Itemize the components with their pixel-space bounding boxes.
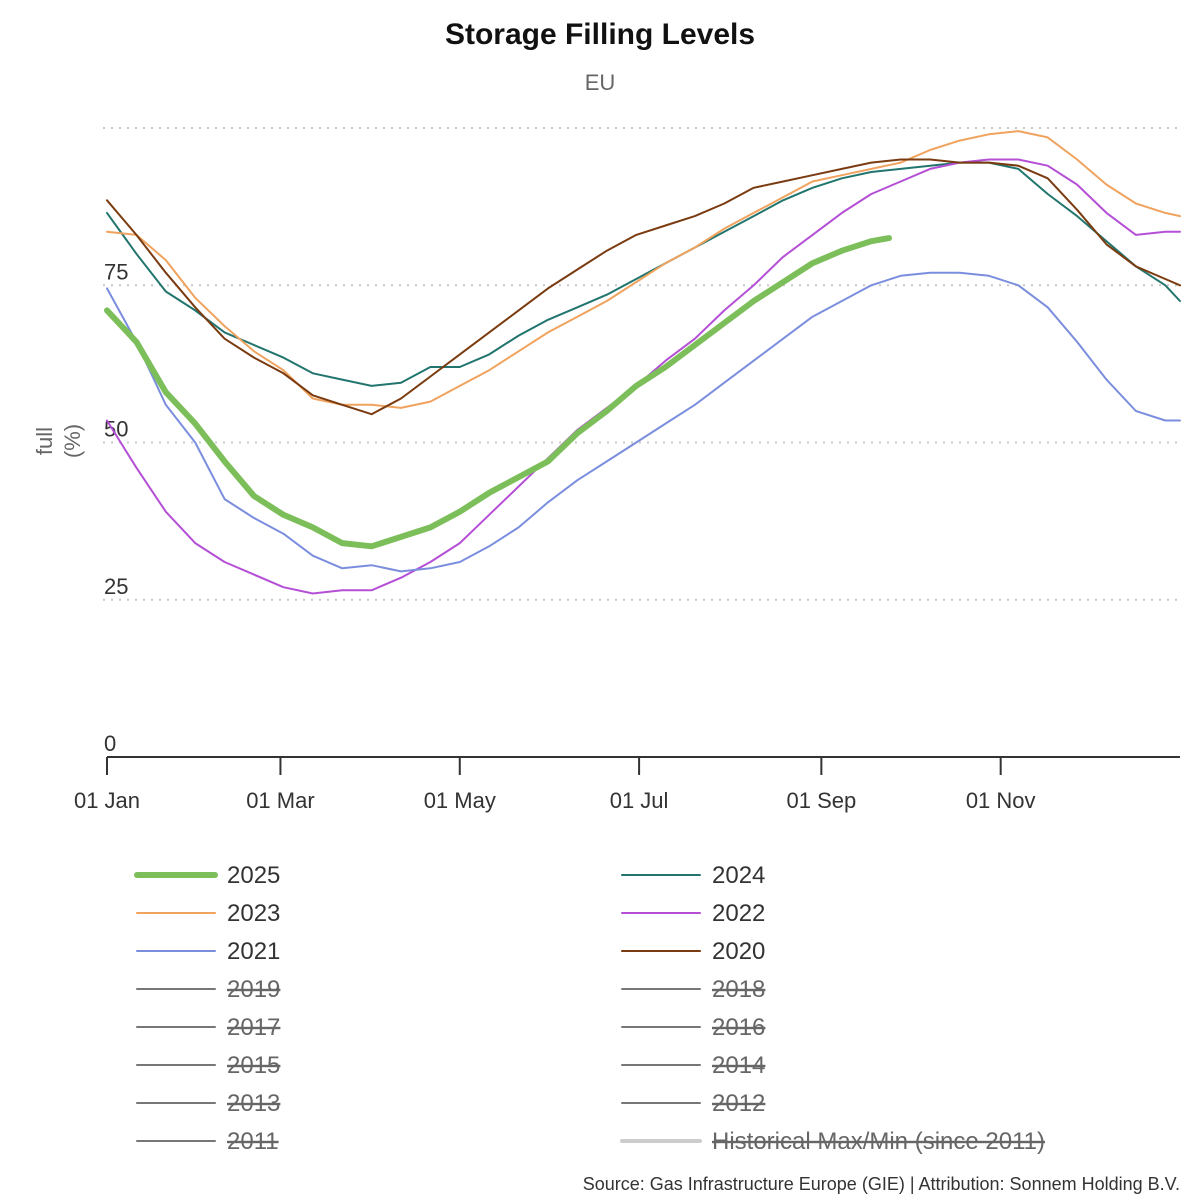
plot-area xyxy=(104,130,1181,595)
legend-item-2016[interactable]: 2016 xyxy=(621,1014,765,1041)
legend-label[interactable]: 2017 xyxy=(227,1014,280,1041)
legend-item-2019[interactable]: 2019 xyxy=(136,976,280,1003)
x-tick-label: 01 Sep xyxy=(786,788,856,813)
y-tick-label: 75 xyxy=(104,259,128,284)
legend-item-2015[interactable]: 2015 xyxy=(136,1052,280,1079)
legend-item-2014[interactable]: 2014 xyxy=(621,1052,765,1079)
legend-label[interactable]: 2025 xyxy=(227,862,280,889)
legend-item-2024[interactable]: 2024 xyxy=(621,862,765,889)
legend-label[interactable]: 2020 xyxy=(712,938,765,965)
legend-label[interactable]: 2012 xyxy=(712,1090,765,1117)
y-tick-label: 0 xyxy=(104,731,116,756)
legend-item-2021[interactable]: 2021 xyxy=(136,938,280,965)
legend-item-2023[interactable]: 2023 xyxy=(136,900,280,927)
chart-title: Storage Filling Levels xyxy=(445,18,755,51)
y-axis-label: full (%) xyxy=(32,424,85,458)
legend-item-2013[interactable]: 2013 xyxy=(136,1090,280,1117)
x-tick-label: 01 Nov xyxy=(966,788,1036,813)
x-axis: 01 Jan 01 Mar 01 May 01 Jul 01 Sep 01 Nov xyxy=(74,756,1180,813)
grid-lines xyxy=(103,127,1180,601)
series-line-2022[interactable] xyxy=(106,158,1181,595)
x-tick-label: 01 Mar xyxy=(246,788,314,813)
legend-item-2020[interactable]: 2020 xyxy=(621,938,765,965)
legend-label[interactable]: 2011 xyxy=(227,1128,279,1155)
legend-label[interactable]: 2016 xyxy=(712,1014,765,1041)
legend-item-2022[interactable]: 2022 xyxy=(621,900,765,927)
legend-label[interactable]: 2022 xyxy=(712,900,765,927)
legend-item-2025[interactable]: 2025 xyxy=(134,862,280,889)
x-tick-label: 01 Jul xyxy=(610,788,669,813)
y-axis-label-line-1: full xyxy=(32,427,57,455)
y-tick-label: 25 xyxy=(104,574,128,599)
series-line-2021[interactable] xyxy=(106,271,1181,573)
x-tick-label: 01 Jan xyxy=(74,788,140,813)
y-axis-label-line-2: (%) xyxy=(60,424,85,458)
legend-item-2011[interactable]: 2011 xyxy=(136,1128,279,1155)
legend-label[interactable]: 2024 xyxy=(712,862,765,889)
series-line-2023[interactable] xyxy=(106,130,1181,409)
legend-item-2012[interactable]: 2012 xyxy=(621,1090,765,1117)
legend-label[interactable]: 2013 xyxy=(227,1090,280,1117)
chart-subtitle: EU xyxy=(585,70,616,95)
legend-label[interactable]: 2019 xyxy=(227,976,280,1003)
legend[interactable]: 2025 2024 2023 2022 2021 2020 2019 2018 2017 2016… xyxy=(134,862,1045,1155)
x-tick-label: 01 May xyxy=(424,788,496,813)
legend-label[interactable]: 2021 xyxy=(227,938,280,965)
credits[interactable]: Source: Gas Infrastructure Europe (GIE) … xyxy=(583,1174,1180,1194)
series-line-2024[interactable] xyxy=(106,161,1181,387)
legend-label[interactable]: 2018 xyxy=(712,976,765,1003)
legend-item-2017[interactable]: 2017 xyxy=(136,1014,280,1041)
legend-label[interactable]: 2023 xyxy=(227,900,280,927)
legend-item-2018[interactable]: 2018 xyxy=(621,976,765,1003)
legend-label[interactable]: Historical Max/Min (since 2011) xyxy=(712,1128,1045,1155)
legend-item-historical[interactable]: Historical Max/Min (since 2011) xyxy=(620,1128,1045,1155)
legend-label[interactable]: 2015 xyxy=(227,1052,280,1079)
legend-label[interactable]: 2014 xyxy=(712,1052,765,1079)
series-line-2025[interactable] xyxy=(104,235,892,550)
series-line-2020[interactable] xyxy=(106,158,1181,416)
